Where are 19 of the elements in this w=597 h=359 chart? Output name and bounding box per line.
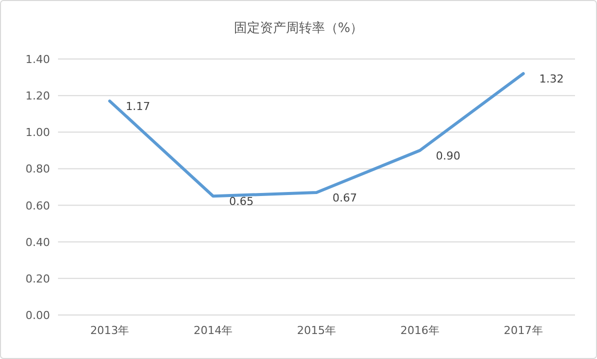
data-label: 0.90 <box>436 149 460 162</box>
y-tick-label: 0.60 <box>26 199 50 212</box>
x-tick-label: 2015年 <box>297 324 336 337</box>
x-tick-label: 2016年 <box>400 324 440 337</box>
x-tick-label: 2013年 <box>90 324 130 337</box>
y-tick-label: 0.00 <box>26 309 50 322</box>
data-label: 0.65 <box>229 195 254 208</box>
x-tick-label: 2017年 <box>504 324 543 337</box>
y-tick-label: 0.20 <box>26 272 50 286</box>
data-label: 1.17 <box>126 100 150 114</box>
y-tick-label: 1.40 <box>26 53 50 66</box>
y-tick-label: 0.40 <box>26 236 50 249</box>
x-tick-label: 2014年 <box>194 324 233 337</box>
data-label: 0.67 <box>332 191 357 204</box>
y-tick-label: 0.80 <box>26 162 50 176</box>
y-tick-label: 1.00 <box>26 126 50 140</box>
y-tick-label: 1.20 <box>26 90 50 103</box>
data-label: 1.32 <box>539 72 564 86</box>
chart-title: 固定资产周转率（%） <box>234 20 364 36</box>
